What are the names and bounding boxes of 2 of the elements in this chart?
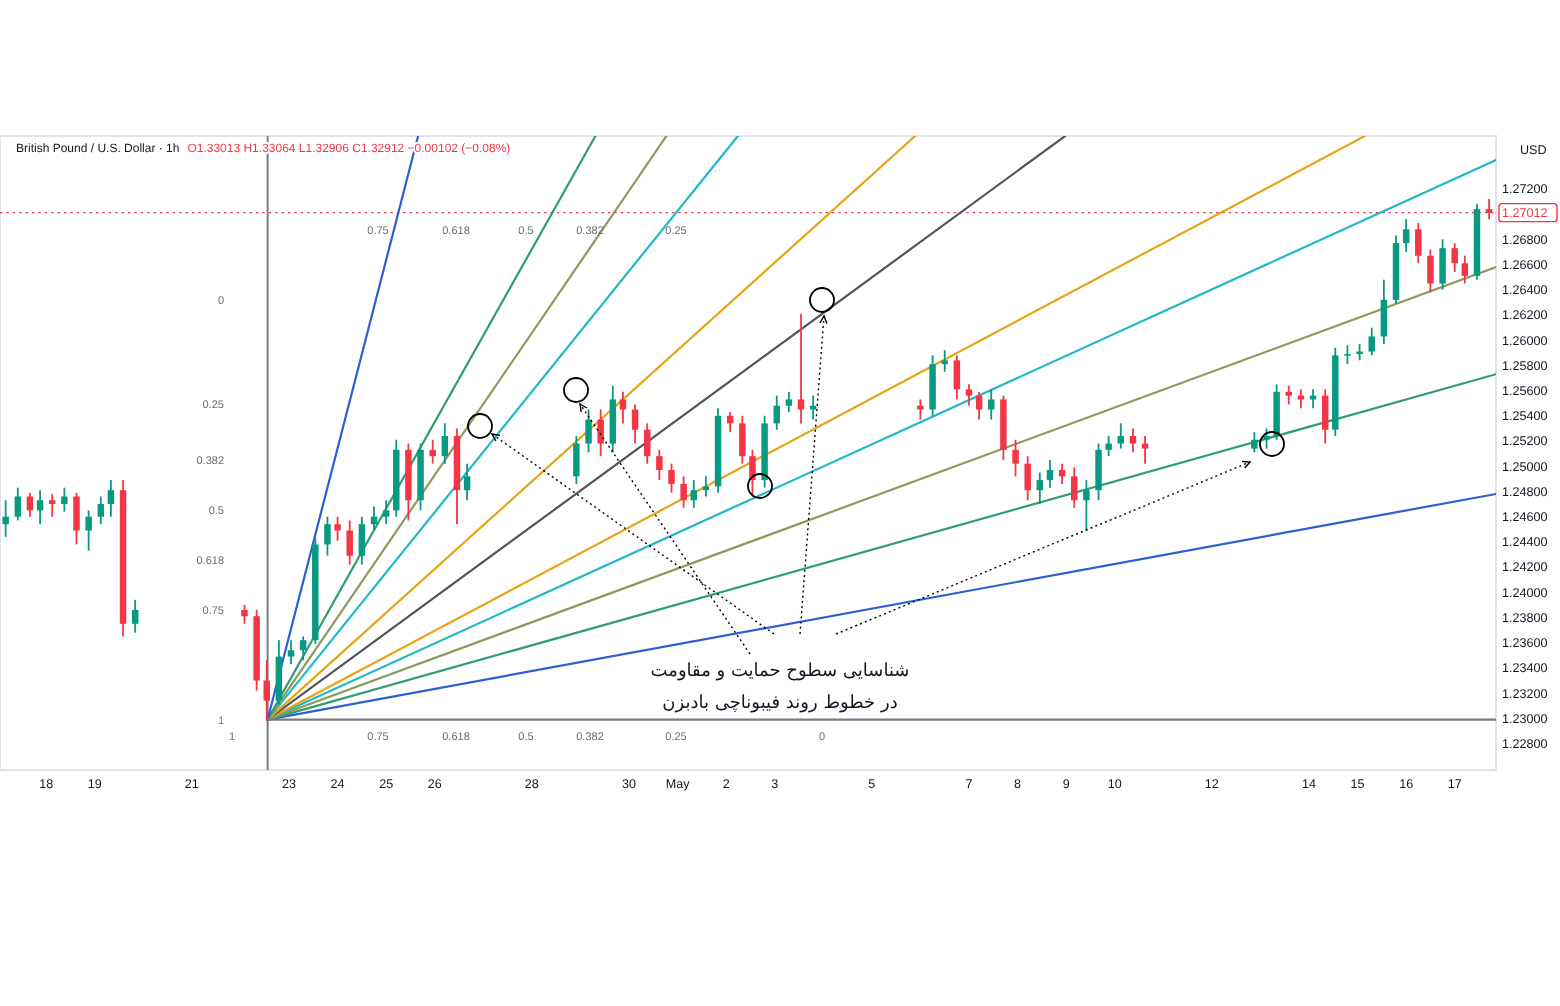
annotation: شناسایی سطوح حمایت و مقاومت (650, 662, 910, 682)
annotation: در خطوط روند فیبوناچی بادبزن (662, 694, 898, 714)
